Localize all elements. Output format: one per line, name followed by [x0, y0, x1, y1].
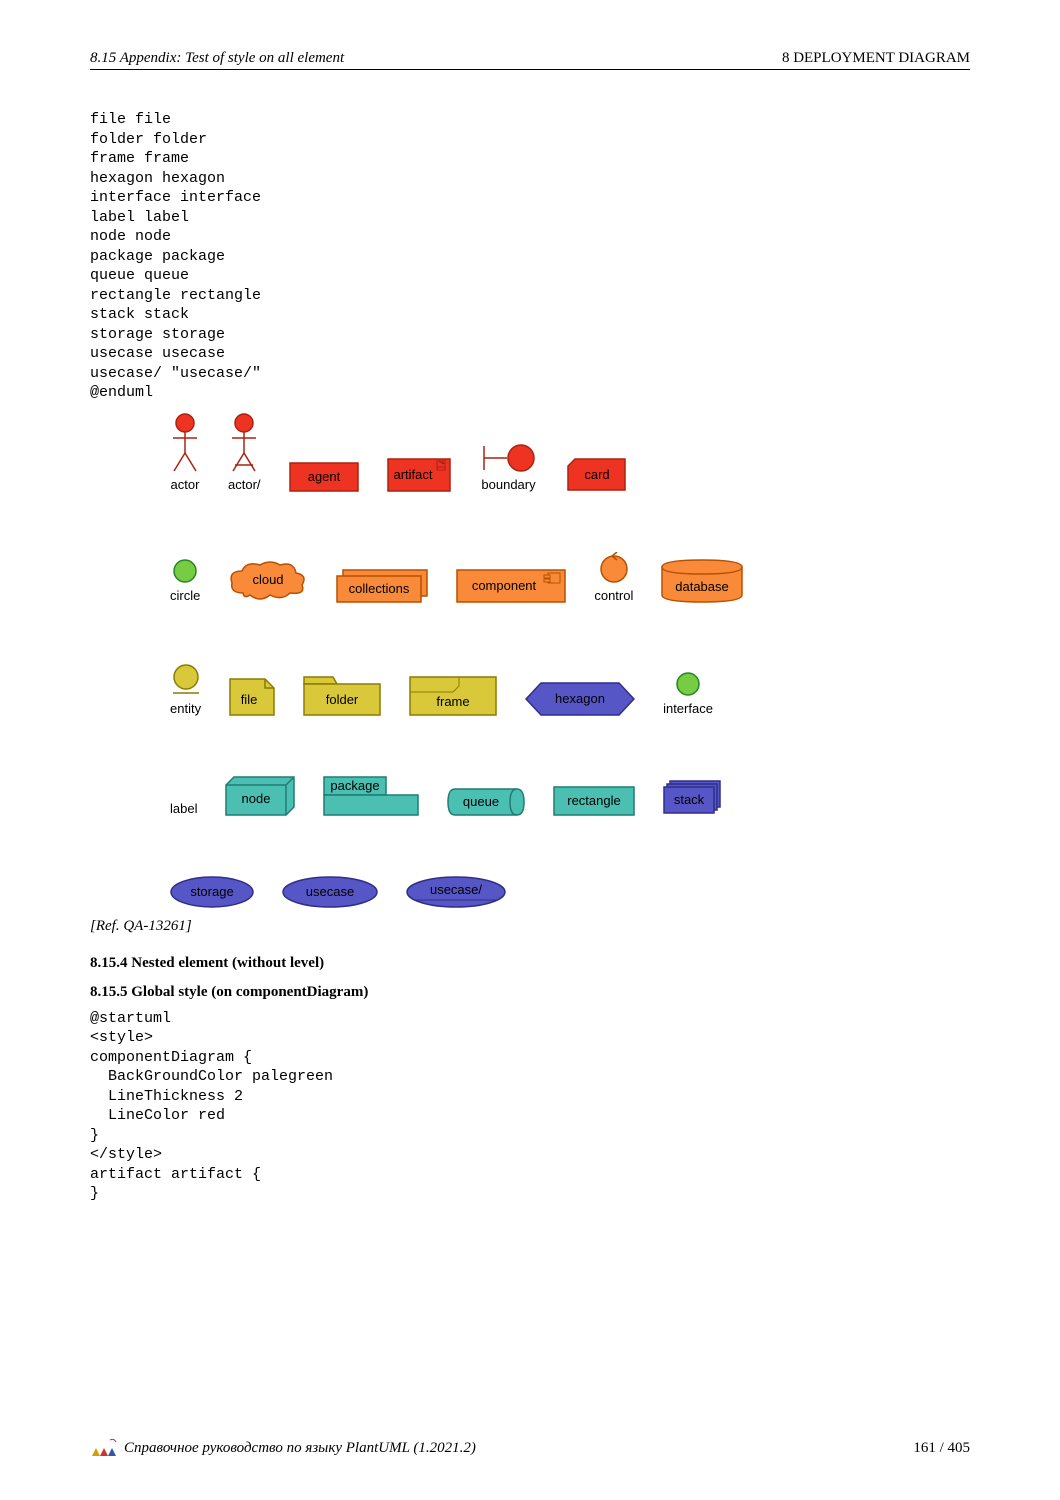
database-icon: database	[661, 559, 743, 603]
elem-interface: interface	[663, 671, 713, 716]
elem-usecase2: usecase/	[406, 876, 506, 908]
file-icon: file	[229, 678, 275, 716]
elem-storage: storage	[170, 876, 254, 908]
subheading-2: 8.15.5 Global style (on componentDiagram…	[90, 984, 970, 1001]
svg-text:component: component	[472, 578, 537, 593]
actor2-icon	[229, 413, 259, 473]
svg-text:hexagon: hexagon	[555, 691, 605, 706]
page-header: 8.15 Appendix: Test of style on all elem…	[90, 50, 970, 70]
rectangle-icon: rectangle	[553, 786, 635, 816]
elem-database: database	[661, 559, 743, 603]
storage-icon: storage	[170, 876, 254, 908]
elem-circle: circle	[170, 558, 200, 603]
collections-icon: collections	[336, 569, 428, 603]
svg-text:package: package	[331, 778, 380, 793]
elem-stack: stack	[663, 780, 721, 816]
svg-text:card: card	[584, 467, 609, 482]
elem-control: control	[594, 552, 633, 603]
header-right: 8 DEPLOYMENT DIAGRAM	[782, 50, 970, 67]
elem-actor: actor	[170, 413, 200, 492]
svg-text:frame: frame	[436, 694, 469, 709]
diagram-row-5: storage usecase usecase/	[170, 876, 950, 908]
agent-icon: agent	[289, 462, 359, 492]
circle-icon	[172, 558, 198, 584]
actor2-label: actor/	[228, 477, 261, 492]
folder-icon: folder	[303, 676, 381, 716]
svg-text:folder: folder	[326, 692, 359, 707]
elem-cloud: cloud	[228, 559, 308, 603]
svg-text:storage: storage	[190, 884, 233, 899]
entity-icon	[171, 663, 201, 697]
elem-node: node	[225, 776, 295, 816]
svg-text:artifact: artifact	[393, 467, 432, 482]
page-footer: Справочное руководство по языку PlantUML…	[90, 1436, 970, 1460]
elem-hexagon: hexagon	[525, 682, 635, 716]
svg-text:agent: agent	[307, 469, 340, 484]
code-block-1: file file folder folder frame frame hexa…	[90, 110, 970, 403]
elem-artifact: artifact	[387, 458, 451, 492]
elem-folder: folder	[303, 676, 381, 716]
svg-text:cloud: cloud	[253, 572, 284, 587]
header-left: 8.15 Appendix: Test of style on all elem…	[90, 50, 344, 67]
frame-icon: frame	[409, 676, 497, 716]
code-block-2: @startuml <style> componentDiagram { Bac…	[90, 1009, 970, 1204]
diagram: actor actor/ agent	[110, 413, 950, 908]
elem-entity: entity	[170, 663, 201, 716]
actor-icon	[170, 413, 200, 473]
queue-icon: queue	[447, 788, 525, 816]
boundary-icon	[479, 443, 539, 473]
plantuml-logo-icon	[90, 1436, 118, 1460]
elem-agent: agent	[289, 462, 359, 492]
footer-title: Справочное руководство по языку PlantUML…	[124, 1440, 476, 1457]
cloud-icon: cloud	[228, 559, 308, 603]
boundary-label: boundary	[481, 477, 535, 492]
interface-icon	[675, 671, 701, 697]
reference: [Ref. QA-13261]	[90, 918, 970, 935]
node-icon: node	[225, 776, 295, 816]
elem-queue: queue	[447, 788, 525, 816]
diagram-row-3: entity file folder	[170, 663, 950, 716]
elem-package: package	[323, 776, 419, 816]
elem-label: label	[170, 801, 197, 816]
control-icon	[599, 552, 629, 584]
usecase2-icon: usecase/	[406, 876, 506, 908]
elem-file: file	[229, 678, 275, 716]
svg-text:queue: queue	[463, 794, 499, 809]
actor-label: actor	[171, 477, 200, 492]
elem-rectangle: rectangle	[553, 786, 635, 816]
svg-text:rectangle: rectangle	[568, 793, 621, 808]
component-icon: component	[456, 569, 566, 603]
subheading-1: 8.15.4 Nested element (without level)	[90, 955, 970, 972]
label-text: label	[170, 801, 197, 816]
entity-label: entity	[170, 701, 201, 716]
page-number: 161 / 405	[913, 1440, 970, 1457]
package-icon: package	[323, 776, 419, 816]
diagram-row-1: actor actor/ agent	[170, 413, 950, 492]
artifact-icon: artifact	[387, 458, 451, 492]
usecase-icon: usecase	[282, 876, 378, 908]
elem-frame: frame	[409, 676, 497, 716]
card-icon: card	[567, 458, 627, 492]
stack-icon: stack	[663, 780, 721, 816]
control-label: control	[594, 588, 633, 603]
elem-actor2: actor/	[228, 413, 261, 492]
elem-usecase: usecase	[282, 876, 378, 908]
elem-card: card	[567, 458, 627, 492]
diagram-row-2: circle cloud collections	[170, 552, 950, 603]
svg-text:database: database	[676, 579, 730, 594]
hexagon-icon: hexagon	[525, 682, 635, 716]
elem-boundary: boundary	[479, 443, 539, 492]
svg-text:usecase/: usecase/	[430, 882, 482, 897]
svg-text:file: file	[241, 692, 258, 707]
circle-label: circle	[170, 588, 200, 603]
svg-text:node: node	[242, 791, 271, 806]
diagram-row-4: label node package	[170, 776, 950, 816]
svg-text:collections: collections	[349, 581, 410, 596]
elem-collections: collections	[336, 569, 428, 603]
elem-component: component	[456, 569, 566, 603]
svg-text:usecase: usecase	[306, 884, 354, 899]
svg-text:stack: stack	[674, 792, 705, 807]
interface-label: interface	[663, 701, 713, 716]
